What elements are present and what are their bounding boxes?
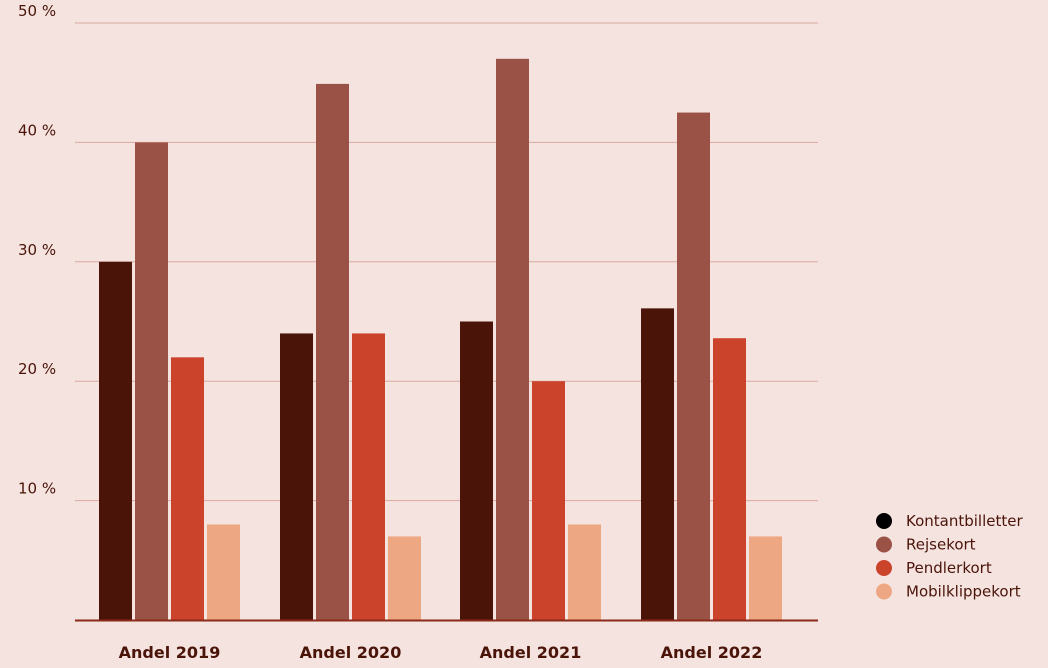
legend: Kontantbilletter Rejsekort Pendlerkort Mobi… [876,512,1023,601]
bar-kontantbilletter-3 [460,321,493,620]
bar-rejsekort-1 [135,142,168,620]
legend-label-mobilklippekort: Mobilklippekort [906,583,1021,601]
bar-pendlerkort-3 [532,381,565,620]
legend-item-rejsekort: Rejsekort [876,536,976,554]
x-category-label-2: Andel 2020 [300,643,402,662]
bar-rejsekort-2 [316,83,349,621]
legend-item-pendlerkort: Pendlerkort [876,559,992,577]
bar-pendlerkort-4 [713,338,746,620]
bar-kontantbilletter-4 [641,308,674,620]
bar-rejsekort-4 [677,112,710,621]
y-axis-tick-labels: 10 % 20 % 30 % 40 % 50 % [18,2,56,498]
legend-item-mobilklippekort: Mobilklippekort [876,583,1021,601]
y-tick-label-20: 20 % [18,360,56,378]
y-tick-label-10: 10 % [18,480,56,498]
bar-mobilklippekort-1 [207,524,240,620]
legend-label-pendlerkort: Pendlerkort [906,559,992,577]
x-category-label-1: Andel 2019 [119,643,221,662]
bars [99,58,782,621]
x-category-label-4: Andel 2022 [661,643,763,662]
bar-rejsekort-3 [496,58,529,620]
legend-label-kontantbilletter: Kontantbilletter [906,512,1023,530]
bar-kontantbilletter-2 [280,333,313,620]
legend-item-kontantbilletter: Kontantbilletter [876,512,1023,530]
legend-label-rejsekort: Rejsekort [906,536,976,554]
legend-swatch-kontantbilletter [876,513,892,529]
bar-mobilklippekort-4 [749,536,782,620]
legend-swatch-mobilklippekort [876,583,892,600]
legend-swatch-rejsekort [876,536,892,553]
bar-pendlerkort-1 [171,357,204,620]
bar-mobilklippekort-3 [568,524,601,620]
bar-kontantbilletter-1 [99,261,132,620]
x-category-label-3: Andel 2021 [480,643,582,662]
y-tick-label-50: 50 % [18,2,56,20]
legend-swatch-pendlerkort [876,560,892,576]
x-axis-category-labels: Andel 2019 Andel 2020 Andel 2021 Andel 2022 [119,643,763,662]
y-tick-label-40: 40 % [18,121,56,139]
y-tick-label-30: 30 % [18,241,56,259]
bar-pendlerkort-2 [352,333,385,620]
bar-mobilklippekort-2 [388,536,421,620]
